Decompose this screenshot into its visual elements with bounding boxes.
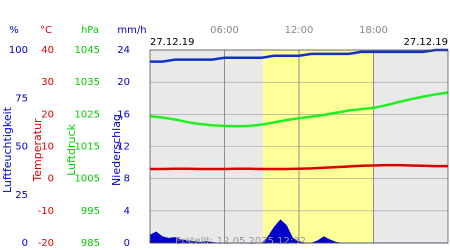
data-line (150, 48, 448, 63)
y-tick-label: 40 (41, 45, 54, 56)
y-tick-label: 25 (15, 190, 28, 201)
y-tick-label: 1035 (75, 77, 100, 88)
y-tick-label: 20 (117, 77, 130, 88)
annotation: Erstellt: 12.05.2025 12:32 (175, 236, 306, 247)
y-tick-label: -20 (38, 238, 54, 249)
y-tick-label: 0 (22, 238, 28, 249)
data-line (149, 91, 449, 128)
y-tick-label: 100 (9, 45, 28, 56)
date-left: 27.12.19 (150, 37, 195, 48)
y-tick-label: 75 (15, 93, 28, 104)
date-right: 27.12.19 (403, 37, 448, 48)
y-tick-label: 985 (81, 238, 100, 249)
axis-unit: °C (40, 25, 52, 36)
axis-title: Luftdruck (65, 123, 78, 175)
y-tick-label: 1015 (75, 142, 100, 153)
axis-unit: mm/h (117, 25, 146, 36)
axis-unit: % (9, 25, 19, 36)
x-tick-label: 18:00 (359, 25, 388, 36)
y-tick-label: 1005 (75, 174, 100, 185)
y-tick-label: -10 (38, 206, 54, 217)
y-tick-label: 1025 (75, 109, 100, 120)
axis-unit: hPa (81, 25, 99, 36)
y-tick-label: 12 (117, 142, 130, 153)
y-tick-label: 0 (124, 238, 130, 249)
y-tick-label: 4 (124, 206, 130, 217)
axis-title: Temperatur (31, 118, 44, 183)
data-line (150, 163, 448, 171)
y-tick-label: 995 (81, 206, 100, 217)
axis-title: Niederschlag (110, 114, 123, 186)
y-tick-label: 8 (124, 174, 130, 185)
y-tick-label: 16 (117, 109, 130, 120)
y-tick-label: 30 (41, 77, 54, 88)
y-tick-label: 1045 (75, 45, 100, 56)
y-tick-label: 20 (41, 109, 54, 120)
y-tick-label: 0 (48, 174, 54, 185)
plot-frame (149, 49, 449, 244)
axis-title: Luftfeuchtigkeit (1, 106, 14, 193)
y-tick-label: 10 (41, 142, 54, 153)
y-tick-label: 50 (15, 142, 28, 153)
x-tick-label: 06:00 (210, 25, 239, 36)
y-tick-label: 24 (117, 45, 130, 56)
x-tick-label: 12:00 (285, 25, 314, 36)
data-area (149, 219, 448, 244)
